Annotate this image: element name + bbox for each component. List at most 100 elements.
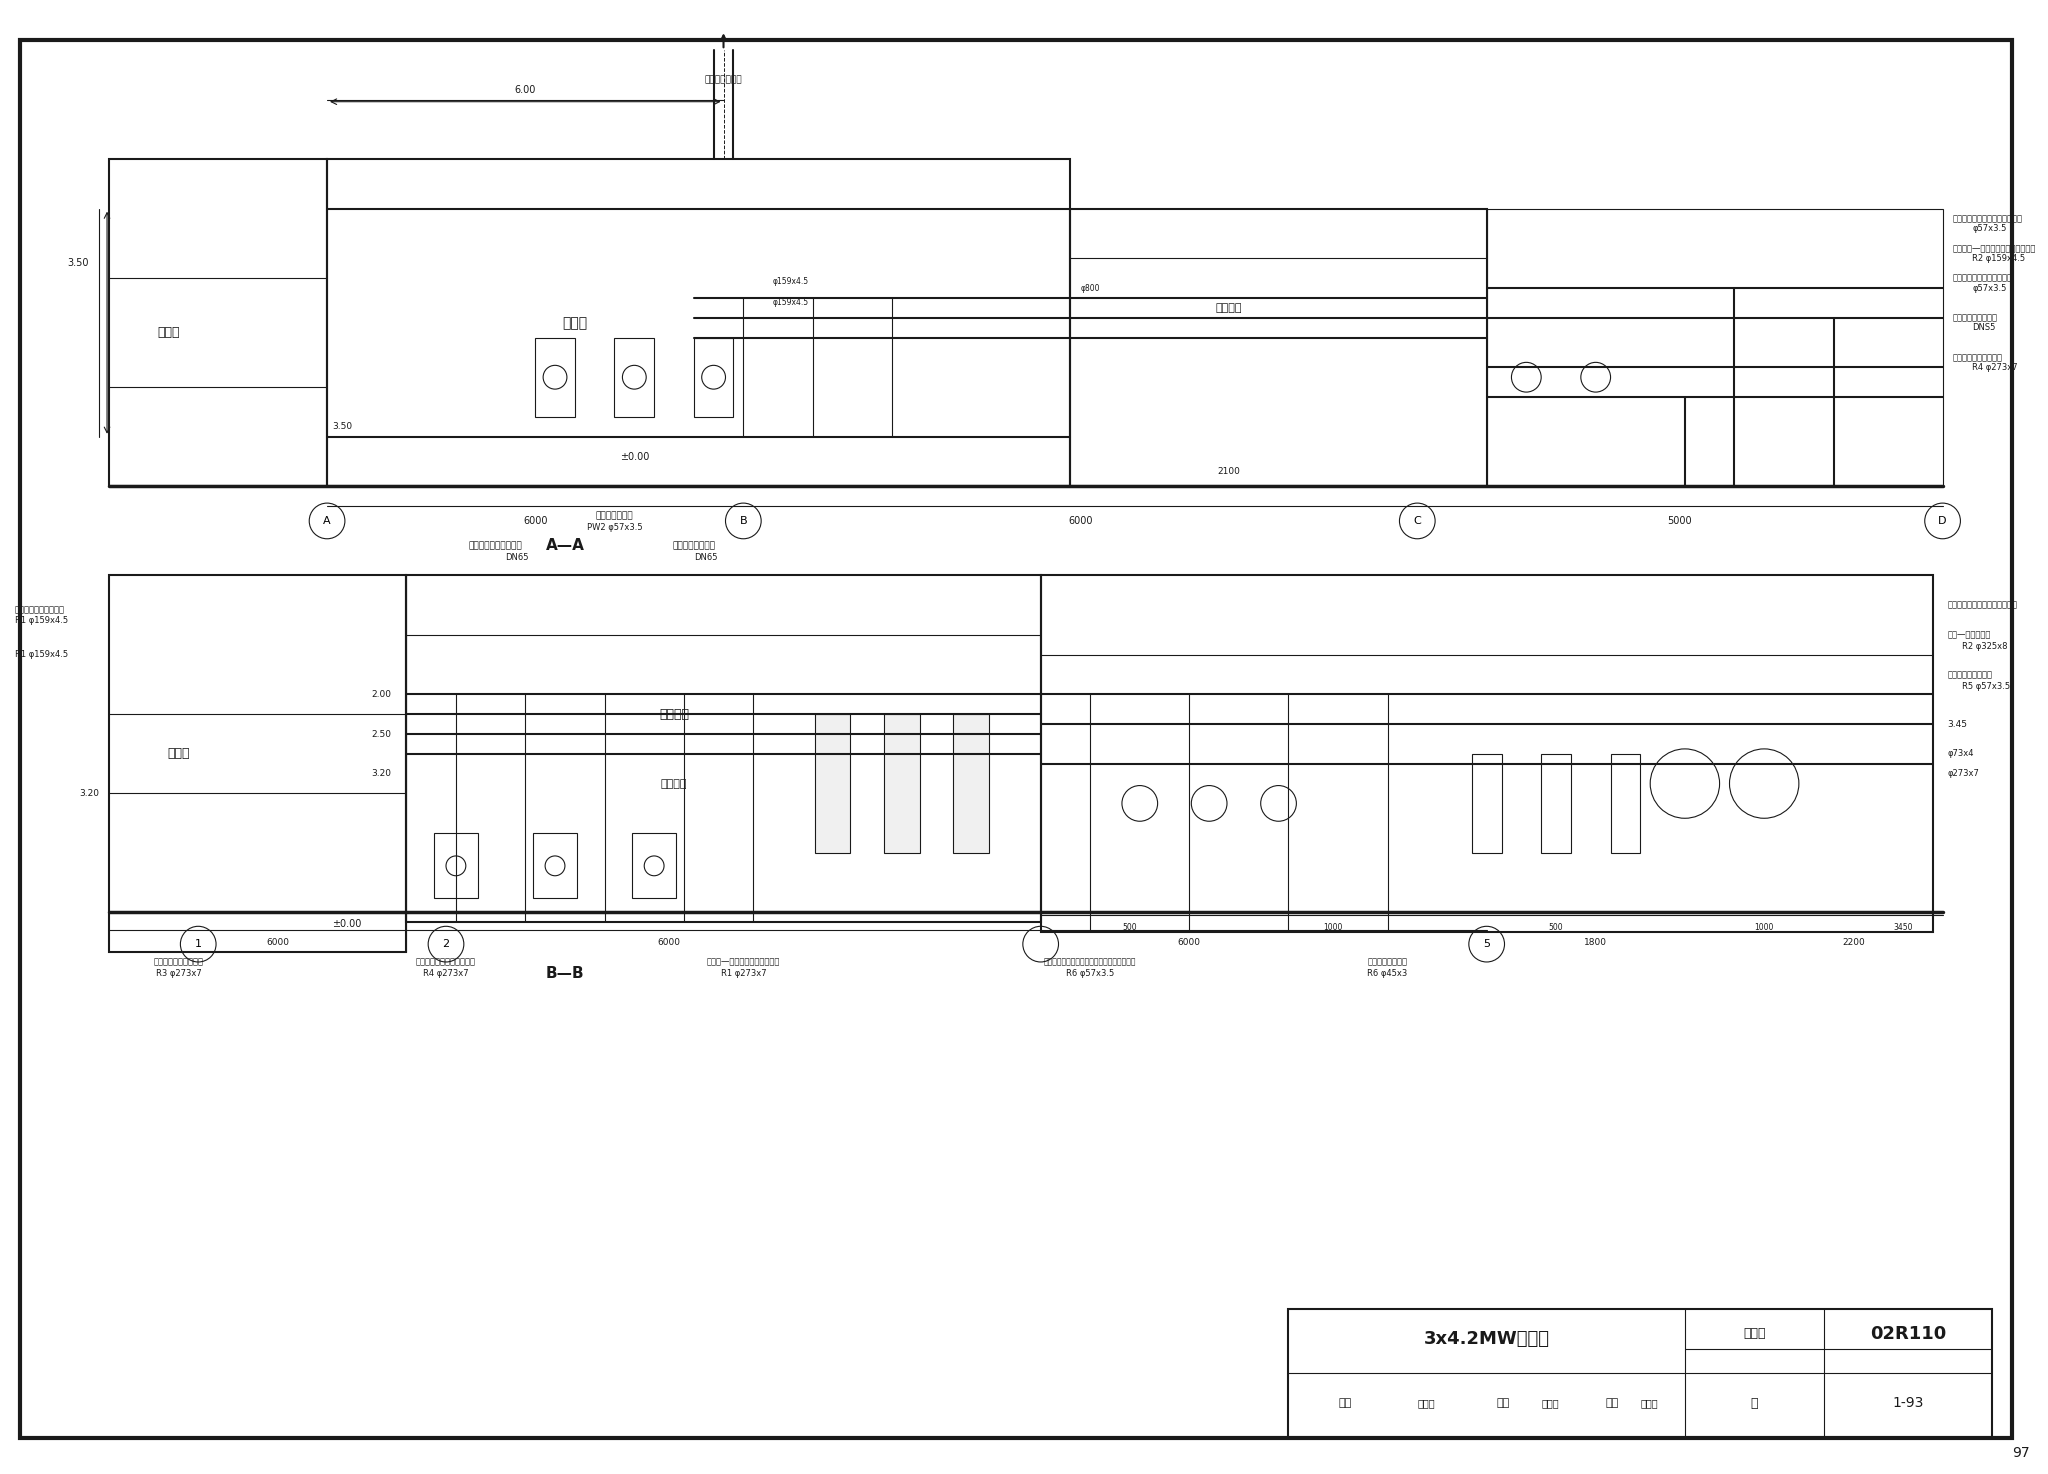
Text: 6000: 6000 — [266, 937, 289, 946]
Text: 1-93: 1-93 — [1892, 1396, 1923, 1411]
Bar — [532, 833, 578, 898]
Text: 6000: 6000 — [1178, 937, 1200, 946]
Bar — [406, 575, 1040, 923]
Text: 500: 500 — [1122, 923, 1137, 932]
Text: 5000: 5000 — [1667, 516, 1692, 526]
Bar — [1040, 575, 1933, 932]
Text: 一次网补水管接至循环水泵进口: 一次网补水管接至循环水泵进口 — [1952, 214, 2023, 223]
Text: PW2 φ57x3.5: PW2 φ57x3.5 — [586, 523, 643, 532]
Text: 1000: 1000 — [1323, 923, 1343, 932]
Text: DN65: DN65 — [694, 553, 717, 562]
Text: 换热机组: 换热机组 — [662, 778, 688, 789]
Text: φ159x4.5: φ159x4.5 — [772, 277, 809, 286]
Text: 6000: 6000 — [1069, 516, 1092, 526]
Text: A: A — [324, 516, 332, 526]
Bar — [614, 338, 653, 417]
Text: 2.50: 2.50 — [371, 730, 391, 738]
Text: 生活热水管接至外网: 生活热水管接至外网 — [1948, 671, 1993, 680]
Text: 换热机组: 换热机组 — [659, 708, 688, 721]
Text: 审核: 审核 — [1337, 1397, 1352, 1408]
Text: 二次网回水管接至换热机组: 二次网回水管接至换热机组 — [416, 958, 475, 967]
Text: 3.20: 3.20 — [80, 789, 98, 797]
Text: 3.50: 3.50 — [68, 258, 90, 268]
Text: φ73x4: φ73x4 — [1948, 749, 1974, 758]
Text: 3.20: 3.20 — [371, 769, 391, 778]
Text: 外网—一次回水管: 外网—一次回水管 — [1948, 631, 1991, 640]
Text: 3.45: 3.45 — [1948, 719, 1968, 728]
Bar — [633, 833, 676, 898]
Text: 2100: 2100 — [1219, 467, 1241, 476]
Text: 2.00: 2.00 — [371, 690, 391, 699]
Text: 软化水进软化水箱: 软化水进软化水箱 — [672, 541, 715, 550]
Text: φ159x4.5: φ159x4.5 — [772, 298, 809, 308]
Text: DNS5: DNS5 — [1972, 323, 1995, 332]
Text: R6 φ57x3.5: R6 φ57x3.5 — [1067, 970, 1114, 979]
Text: 控制室: 控制室 — [158, 326, 180, 339]
Bar — [694, 338, 733, 417]
Text: 1000: 1000 — [1755, 923, 1774, 932]
Text: φ57x3.5: φ57x3.5 — [1972, 283, 2007, 292]
Bar — [815, 715, 850, 853]
Text: 2: 2 — [442, 939, 451, 949]
Text: ±0.00: ±0.00 — [332, 920, 362, 929]
Text: R5 φ57x3.5: R5 φ57x3.5 — [1962, 682, 2011, 691]
Text: D: D — [1937, 516, 1948, 526]
Text: C: C — [1413, 516, 1421, 526]
Text: R4 φ273x7: R4 φ273x7 — [424, 970, 469, 979]
Text: 招元辉: 招元辉 — [1640, 1397, 1659, 1408]
Text: DN65: DN65 — [506, 553, 528, 562]
Bar — [109, 159, 328, 486]
Text: R1 φ273x7: R1 φ273x7 — [721, 970, 766, 979]
Text: 接至排污降温池: 接至排污降温池 — [596, 511, 633, 520]
Text: 1: 1 — [195, 939, 201, 949]
Text: R6 φ45x3: R6 φ45x3 — [1368, 970, 1407, 979]
Text: 季春林: 季春林 — [1542, 1397, 1559, 1408]
Text: 锅炉来—一次网供水管接至室外: 锅炉来—一次网供水管接至室外 — [707, 958, 780, 967]
Bar — [1542, 753, 1571, 853]
Text: 1800: 1800 — [1585, 937, 1608, 946]
Text: 5: 5 — [1483, 939, 1491, 949]
Text: B: B — [739, 516, 748, 526]
Text: 计量间: 计量间 — [168, 747, 190, 761]
Text: 一次网补水管接至循环水泵进口: 一次网补水管接至循环水泵进口 — [1948, 601, 2017, 610]
Bar — [1610, 753, 1640, 853]
Text: φ57x3.5: φ57x3.5 — [1972, 224, 2007, 233]
Text: 02R110: 02R110 — [1870, 1325, 1946, 1343]
Text: 国基单: 国基单 — [1417, 1397, 1436, 1408]
Text: 软化水接至第煅除氧器: 软化水接至第煅除氧器 — [469, 541, 522, 550]
Text: 锅炉间: 锅炉间 — [563, 315, 588, 330]
Text: 换热机组—一次回水管接至水泵进口: 换热机组—一次回水管接至水泵进口 — [1952, 243, 2036, 254]
Text: 换热机组: 换热机组 — [1217, 302, 1243, 312]
Bar — [434, 833, 477, 898]
Text: R4 φ273x7: R4 φ273x7 — [1972, 363, 2017, 371]
Text: 设计: 设计 — [1606, 1397, 1618, 1408]
Text: 3450: 3450 — [1892, 923, 1913, 932]
Text: 500: 500 — [1548, 923, 1563, 932]
Bar — [535, 338, 575, 417]
Bar — [1473, 753, 1501, 853]
Text: 生活热水循环水泵: 生活热水循环水泵 — [1368, 958, 1407, 967]
Bar — [1071, 209, 1487, 486]
Bar — [328, 159, 1071, 486]
Bar — [1288, 1309, 1993, 1437]
Text: 图集号: 图集号 — [1743, 1327, 1765, 1340]
Text: R3 φ273x7: R3 φ273x7 — [156, 970, 201, 979]
Text: R2 φ325x8: R2 φ325x8 — [1962, 643, 2007, 652]
Text: 校对: 校对 — [1497, 1397, 1509, 1408]
Text: 页: 页 — [1751, 1396, 1757, 1409]
Text: B—B: B—B — [545, 967, 584, 982]
Text: 一次网供水管接至外网
R1 φ159x4.5: 一次网供水管接至外网 R1 φ159x4.5 — [14, 606, 68, 625]
Text: 二次网补水管接至换热机组: 二次网补水管接至换热机组 — [1952, 274, 2013, 283]
Text: 6000: 6000 — [522, 516, 547, 526]
Text: 2200: 2200 — [1841, 937, 1866, 946]
Bar — [1487, 209, 1944, 486]
Text: R1 φ159x4.5: R1 φ159x4.5 — [14, 650, 68, 659]
Text: 97: 97 — [2011, 1446, 2030, 1459]
Text: 3x4.2MW剖视图: 3x4.2MW剖视图 — [1423, 1330, 1550, 1347]
Text: φ273x7: φ273x7 — [1948, 769, 1980, 778]
Text: 6.00: 6.00 — [514, 85, 537, 94]
Text: 除氧水接至补给水泵: 除氧水接至补给水泵 — [1952, 314, 1997, 323]
Text: φ800: φ800 — [1079, 283, 1100, 292]
Bar — [954, 715, 989, 853]
Text: 二次网供水管接至外网: 二次网供水管接至外网 — [154, 958, 203, 967]
